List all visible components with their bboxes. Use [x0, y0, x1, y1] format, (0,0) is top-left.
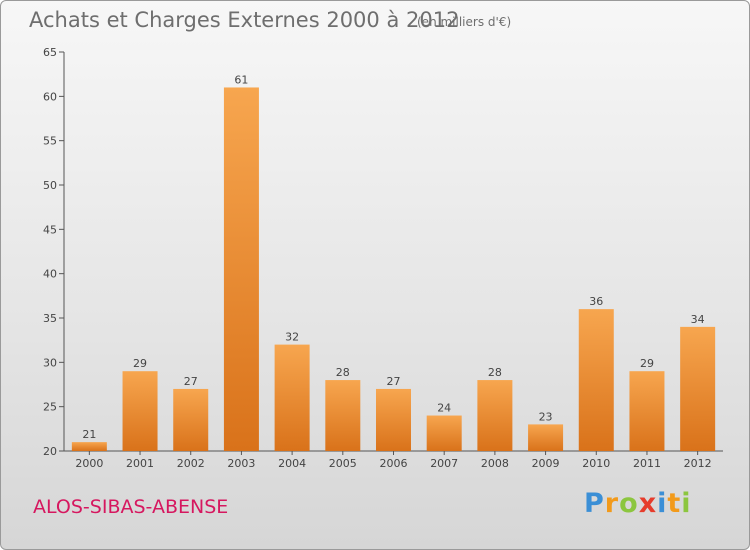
bar — [325, 380, 361, 451]
bar — [376, 388, 411, 451]
bar — [71, 442, 107, 451]
bar — [680, 326, 716, 451]
bar-value-label: 24 — [437, 402, 451, 415]
x-tick-label: 2003 — [227, 457, 255, 470]
bar-value-label: 27 — [184, 375, 198, 388]
bar-value-label: 29 — [640, 357, 654, 370]
brand-letter: r — [604, 488, 620, 519]
x-tick-label: 2011 — [633, 457, 661, 470]
bar — [477, 380, 513, 451]
bar — [173, 388, 209, 451]
chart-title: Achats et Charges Externes 2000 à 2012 — [29, 8, 460, 32]
y-tick-label: 30 — [43, 356, 57, 369]
y-tick-label: 45 — [43, 223, 57, 236]
bar-value-label: 28 — [488, 366, 502, 379]
bar-value-label: 23 — [539, 410, 553, 423]
y-tick-label: 40 — [43, 268, 57, 281]
y-tick-label: 35 — [43, 312, 57, 325]
y-tick-label: 55 — [43, 135, 57, 148]
bar — [122, 371, 158, 451]
bar — [629, 371, 665, 451]
y-tick-label: 20 — [43, 445, 57, 458]
chart-subtitle: (en milliers d'€) — [417, 15, 512, 29]
bar-value-label: 34 — [691, 313, 705, 326]
bar-value-label: 36 — [589, 295, 603, 308]
bar — [578, 309, 614, 451]
brand-letter: i — [657, 488, 668, 519]
brand-letter: t — [667, 488, 682, 519]
brand-letter: o — [619, 488, 639, 519]
brand-letter: P — [584, 488, 605, 519]
bar — [274, 344, 310, 451]
proxiti-logo: Proxiti — [584, 488, 692, 519]
x-tick-label: 2005 — [329, 457, 357, 470]
y-tick-label: 65 — [43, 46, 57, 59]
brand-letter: x — [638, 488, 658, 519]
y-tick-label: 25 — [43, 401, 57, 414]
x-tick-label: 2008 — [481, 457, 509, 470]
bar-value-label: 21 — [82, 428, 96, 441]
bar-value-label: 32 — [285, 331, 299, 344]
x-tick-label: 2004 — [278, 457, 306, 470]
x-tick-label: 2009 — [532, 457, 560, 470]
y-tick-label: 50 — [43, 179, 57, 192]
bar-value-label: 28 — [336, 366, 350, 379]
x-tick-label: 2007 — [430, 457, 458, 470]
x-tick-label: 2002 — [177, 457, 205, 470]
commune-name: ALOS-SIBAS-ABENSE — [33, 496, 229, 518]
bar — [426, 415, 462, 451]
x-tick-label: 2001 — [126, 457, 154, 470]
bar-value-label: 27 — [387, 375, 401, 388]
bar — [528, 424, 564, 451]
bar — [223, 87, 259, 451]
bar-value-label: 61 — [234, 73, 248, 86]
brand-letter: i — [681, 488, 692, 519]
bar-value-label: 29 — [133, 357, 147, 370]
x-tick-label: 2006 — [380, 457, 408, 470]
x-tick-label: 2012 — [684, 457, 712, 470]
x-tick-label: 2000 — [75, 457, 103, 470]
y-tick-label: 60 — [43, 90, 57, 103]
x-tick-label: 2010 — [582, 457, 610, 470]
